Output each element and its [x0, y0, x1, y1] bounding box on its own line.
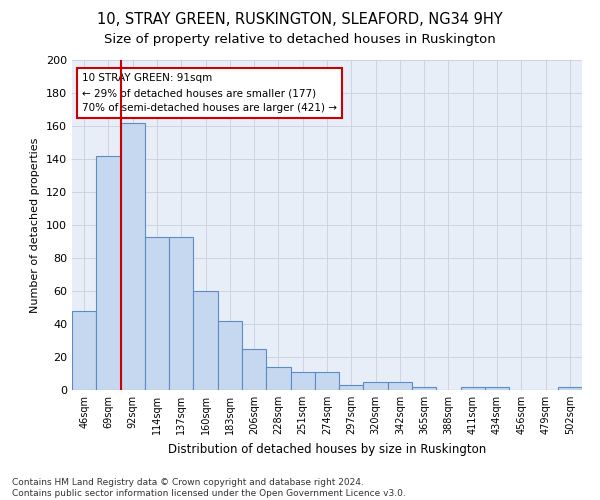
Bar	[339, 385, 364, 390]
Bar	[242, 349, 266, 390]
Bar	[193, 291, 218, 390]
Text: Contains HM Land Registry data © Crown copyright and database right 2024.
Contai: Contains HM Land Registry data © Crown c…	[12, 478, 406, 498]
Bar	[315, 372, 339, 390]
Text: 10 STRAY GREEN: 91sqm
← 29% of detached houses are smaller (177)
70% of semi-det: 10 STRAY GREEN: 91sqm ← 29% of detached …	[82, 73, 337, 113]
Bar	[412, 386, 436, 390]
Bar	[169, 236, 193, 390]
X-axis label: Distribution of detached houses by size in Ruskington: Distribution of detached houses by size …	[168, 442, 486, 456]
Bar	[266, 367, 290, 390]
Bar	[461, 386, 485, 390]
Bar	[388, 382, 412, 390]
Bar	[485, 386, 509, 390]
Text: Size of property relative to detached houses in Ruskington: Size of property relative to detached ho…	[104, 32, 496, 46]
Bar	[218, 320, 242, 390]
Y-axis label: Number of detached properties: Number of detached properties	[31, 138, 40, 312]
Bar	[145, 236, 169, 390]
Text: 10, STRAY GREEN, RUSKINGTON, SLEAFORD, NG34 9HY: 10, STRAY GREEN, RUSKINGTON, SLEAFORD, N…	[97, 12, 503, 28]
Bar	[558, 386, 582, 390]
Bar	[364, 382, 388, 390]
Bar	[121, 122, 145, 390]
Bar	[96, 156, 121, 390]
Bar	[290, 372, 315, 390]
Bar	[72, 311, 96, 390]
